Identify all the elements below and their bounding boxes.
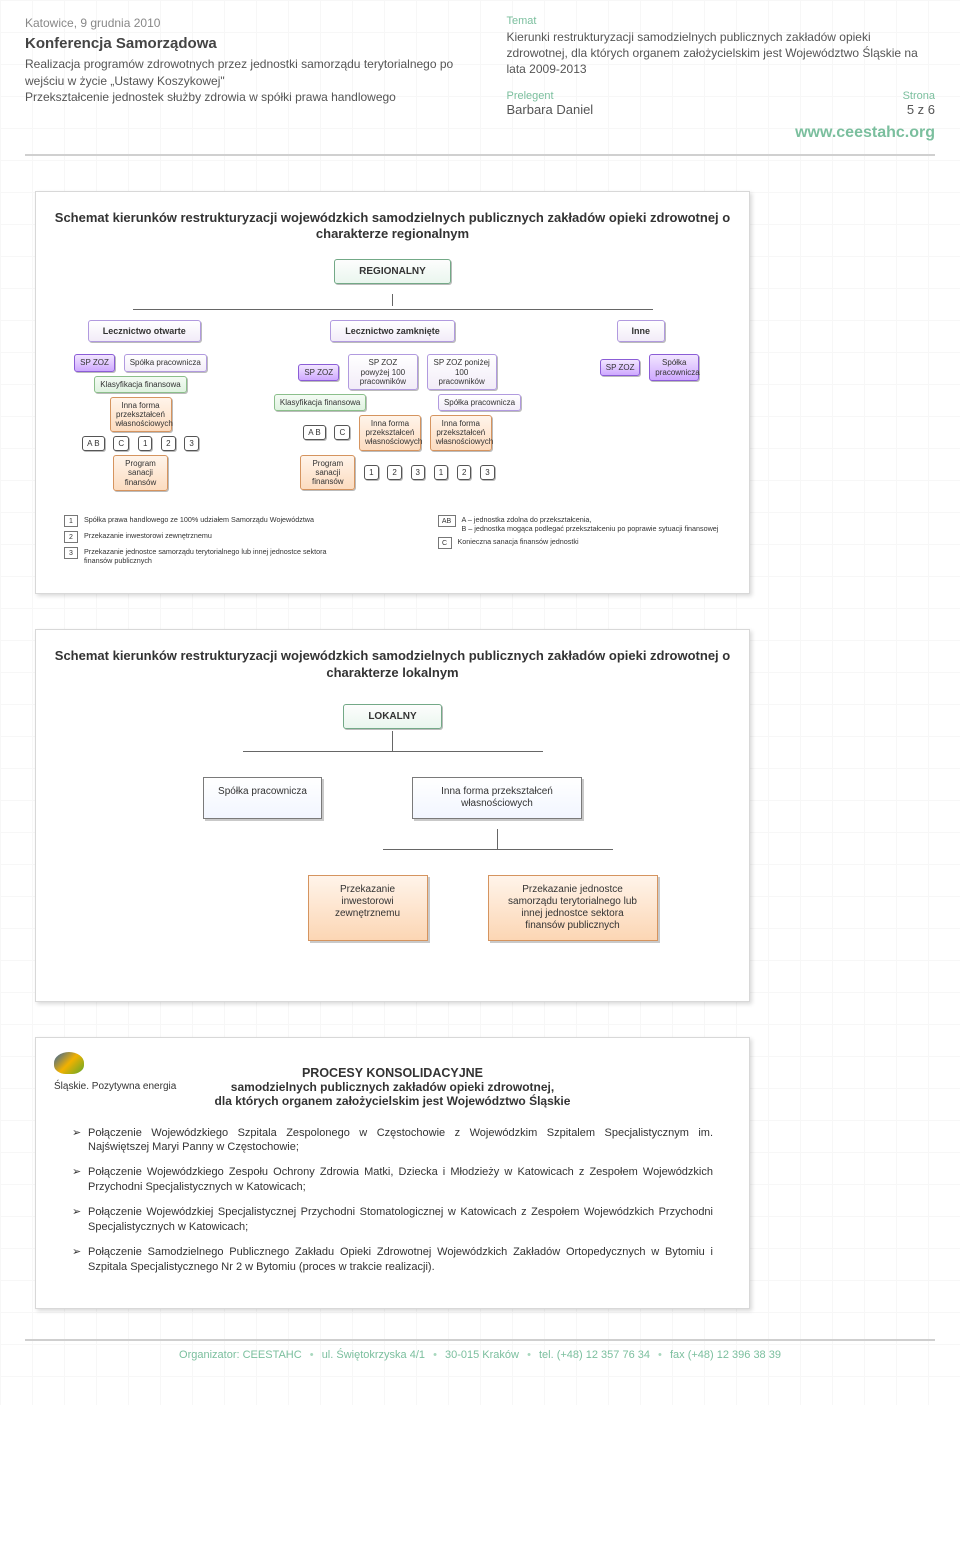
legend-box-ab: AB	[438, 515, 456, 527]
tiny-1b: 1	[364, 465, 378, 480]
footer-fax: fax (+48) 12 396 38 39	[670, 1349, 781, 1361]
leaf-spzoz-b: SP ZOZ	[298, 364, 339, 381]
tiny-ab-b: A B	[303, 425, 325, 440]
page: Katowice, 9 grudnia 2010 Konferencja Sam…	[0, 0, 960, 1405]
label-speaker: Prelegent	[506, 90, 720, 102]
legend-text-ab: A – jednostka zdolna do przekształcenia,…	[462, 515, 719, 533]
leaf-innaforma-a: Inna forma przekształceń własnościowych	[110, 397, 172, 433]
slide-regional-schema: Schemat kierunków restrukturyzacji wojew…	[35, 191, 750, 594]
header-date: Katowice, 9 grudnia 2010	[25, 15, 486, 31]
site-url: www.ceestahc.org	[0, 122, 960, 142]
legend-text-3: Przekazanie jednostce samorządu terytori…	[84, 547, 348, 565]
root-regionalny: REGIONALNY	[334, 259, 451, 284]
box-inna-forma: Inna forma przekształceń własnościowych	[412, 777, 582, 819]
header: Katowice, 9 grudnia 2010 Konferencja Sam…	[0, 0, 960, 122]
slaskie-logo	[54, 1052, 84, 1077]
slide1-diagram: REGIONALNY Lecznictwo otwarte Lecznictwo…	[54, 257, 731, 569]
box-spolka-pracownicza: Spółka pracownicza	[203, 777, 322, 819]
slaskie-logo-block: Śląskie. Pozytywna energia	[54, 1052, 176, 1092]
box-przekazanie-jednostce: Przekazanie jednostce samorządu terytori…	[488, 875, 658, 941]
topic-text: Kierunki restrukturyzacji samodzielnych …	[506, 29, 935, 78]
tiny-ab-a: A B	[82, 436, 104, 451]
header-divider	[25, 154, 935, 156]
box-przekazanie-inwestorowi: Przekazanie inwestorowi zewnętrznemu	[308, 875, 428, 941]
legend-box-1: 1	[64, 515, 78, 527]
leaf-spzoz-pow: SP ZOZ powyżej 100 pracowników	[348, 354, 418, 390]
tiny-1c: 1	[434, 465, 448, 480]
header-right: Temat Kierunki restrukturyzacji samodzie…	[506, 15, 935, 117]
header-left: Katowice, 9 grudnia 2010 Konferencja Sam…	[25, 15, 486, 117]
list-item: Połączenie Wojewódzkiego Szpitala Zespol…	[72, 1126, 713, 1156]
tiny-3c: 3	[480, 465, 494, 480]
leaf-innaforma-b2: Inna forma przekształceń własnościowych	[430, 415, 492, 451]
page-number: 5 z 6	[721, 102, 935, 117]
leaf-progsan-b: Program sanacji finansów	[300, 455, 355, 491]
label-page: Strona	[721, 90, 935, 102]
slide1-legend: 1 Spółka prawa handlowego ze 100% udziałe…	[54, 511, 731, 569]
leaf-spzoz-c: SP ZOZ	[600, 359, 641, 376]
leaf-spolka-prac-c: Spółka pracownicza	[649, 354, 699, 380]
footer-org: Organizator: CEESTAHC	[179, 1349, 302, 1361]
legend-text-2: Przekazanie inwestorowi zewnętrznemu	[84, 531, 212, 540]
slide-procesy-konsolidacyjne: Śląskie. Pozytywna energia PROCESY KONSO…	[35, 1037, 750, 1310]
leaf-innaforma-b1: Inna forma przekształceń własnościowych	[359, 415, 421, 451]
leaf-spolka-prac-a: Spółka pracownicza	[124, 354, 207, 371]
logo-swirl-icon	[54, 1052, 84, 1074]
footer: Organizator: CEESTAHC • ul. Świętokrzysk…	[25, 1339, 935, 1365]
tiny-2b: 2	[387, 465, 401, 480]
speaker-name: Barbara Daniel	[506, 102, 720, 117]
tiny-3a: 3	[184, 436, 198, 451]
slide2-diagram: LOKALNY Spółka pracownicza Inna forma pr…	[54, 702, 731, 941]
conference-title: Konferencja Samorządowa	[25, 34, 486, 54]
list-item: Połączenie Samodzielnego Publicznego Zak…	[72, 1245, 713, 1275]
legend-box-c: C	[438, 537, 452, 549]
list-item: Połączenie Wojewódzkiej Specjalistycznej…	[72, 1205, 713, 1235]
slide-local-schema: Schemat kierunków restrukturyzacji wojew…	[35, 629, 750, 1002]
root-lokalny: LOKALNY	[343, 704, 441, 729]
leaf-klasfin-b: Klasyfikacja finansowa	[274, 394, 366, 411]
slide2-title: Schemat kierunków restrukturyzacji wojew…	[54, 648, 731, 682]
branch-lecznictwo-zamkniete: Lecznictwo zamknięte	[330, 320, 455, 342]
leaf-klasfin-a: Klasyfikacja finansowa	[94, 376, 186, 393]
tiny-3b: 3	[411, 465, 425, 480]
tiny-1a: 1	[138, 436, 152, 451]
legend-box-2: 2	[64, 531, 78, 543]
legend-text-c: Konieczna sanacja finansów jednostki	[458, 537, 579, 546]
branch-lecznictwo-otwarte: Lecznictwo otwarte	[88, 320, 201, 342]
legend-box-3: 3	[64, 547, 78, 559]
footer-addr: ul. Świętokrzyska 4/1	[322, 1349, 425, 1361]
slide1-title: Schemat kierunków restrukturyzacji wojew…	[54, 210, 731, 244]
leaf-spzoz-a: SP ZOZ	[74, 354, 115, 371]
leaf-progsan-a: Program sanacji finansów	[113, 455, 168, 491]
leaf-spolka-prac-b: Spółka pracownicza	[438, 394, 521, 411]
tiny-c-a: C	[113, 436, 129, 451]
tiny-2a: 2	[161, 436, 175, 451]
list-item: Połączenie Wojewódzkiego Zespołu Ochrony…	[72, 1165, 713, 1195]
conference-line-2: Przekształcenie jednostek służby zdrowia…	[25, 89, 486, 105]
leaf-spzoz-pon: SP ZOZ poniżej 100 pracowników	[427, 354, 497, 390]
footer-tel: tel. (+48) 12 357 76 34	[539, 1349, 650, 1361]
tiny-c-b: C	[334, 425, 350, 440]
footer-city: 30-015 Kraków	[445, 1349, 519, 1361]
branch-inne: Inne	[617, 320, 666, 342]
slide3-list: Połączenie Wojewódzkiego Szpitala Zespol…	[72, 1126, 713, 1275]
label-topic: Temat	[506, 15, 935, 27]
slide3-sub2: dla których organem założycielskim jest …	[54, 1094, 731, 1108]
legend-text-1: Spółka prawa handlowego ze 100% udziałem…	[84, 515, 314, 524]
tiny-2c: 2	[457, 465, 471, 480]
conference-line-1: Realizacja programów zdrowotnych przez j…	[25, 56, 486, 88]
logo-caption: Śląskie. Pozytywna energia	[54, 1081, 176, 1092]
